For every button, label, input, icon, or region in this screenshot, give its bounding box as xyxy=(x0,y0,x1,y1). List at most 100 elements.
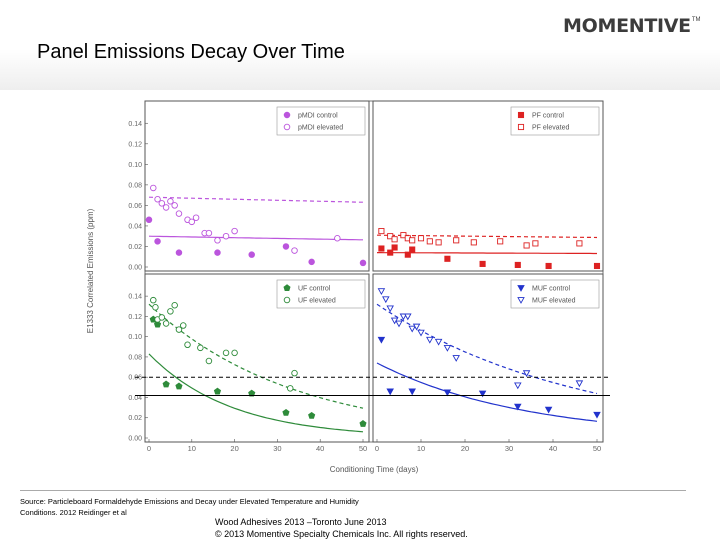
header-band xyxy=(0,0,720,90)
legend-label: MUF control xyxy=(532,286,571,293)
data-point xyxy=(514,261,521,268)
data-point xyxy=(386,305,394,313)
data-point xyxy=(387,233,394,240)
x-tick-label: 40 xyxy=(549,444,557,453)
data-point xyxy=(387,249,394,256)
data-point xyxy=(359,259,367,267)
fit-line-pmdi-control xyxy=(148,235,363,241)
data-point xyxy=(404,313,412,321)
data-point xyxy=(593,411,601,419)
data-point xyxy=(497,238,504,245)
data-point xyxy=(175,210,183,217)
data-point xyxy=(444,255,451,262)
y-tick-label: 0.08 xyxy=(128,182,142,189)
legend-box xyxy=(510,106,600,136)
logo-wordmark: MOMENTIVE xyxy=(563,15,691,37)
data-point xyxy=(158,314,166,321)
logo-trademark: TM xyxy=(691,17,701,23)
data-point xyxy=(426,238,433,245)
y-tick-label: 0.04 xyxy=(128,395,142,402)
data-point xyxy=(175,326,183,333)
data-point xyxy=(434,338,443,346)
data-point xyxy=(453,237,460,244)
y-tick-label: 0.06 xyxy=(128,203,142,210)
data-point xyxy=(576,240,583,247)
fit-line-muf-control xyxy=(376,362,598,422)
legend-label: MUF elevated xyxy=(532,298,576,305)
data-point xyxy=(167,198,174,205)
data-point xyxy=(408,388,416,396)
data-point xyxy=(514,403,522,411)
x-axis-title: Conditioning Time (days) xyxy=(330,465,419,474)
data-point xyxy=(399,313,408,321)
data-point xyxy=(391,236,398,243)
fit-line-uf-elevated xyxy=(148,303,364,409)
data-point xyxy=(544,406,553,414)
legend-marker xyxy=(283,123,291,131)
source-line-1: Source: Particleboard Formaldehyde Emiss… xyxy=(20,497,359,506)
data-point xyxy=(514,382,522,390)
fit-line-uf-control xyxy=(148,353,364,433)
x-tick-label: 20 xyxy=(230,444,238,453)
data-point xyxy=(452,355,460,362)
data-point xyxy=(162,320,170,327)
data-point xyxy=(231,349,238,357)
data-point xyxy=(308,258,315,266)
data-point xyxy=(192,214,200,221)
data-point xyxy=(417,235,425,242)
data-point xyxy=(593,262,601,270)
slide-footer: Wood Adhesives 2013 –Toronto June 2013 ©… xyxy=(215,517,468,540)
data-point xyxy=(291,247,298,254)
y-tick-label: 0.12 xyxy=(128,314,142,321)
legend-label: pMDI elevated xyxy=(298,125,343,132)
momentive-logo: MOMENTIVE TM xyxy=(563,14,701,38)
legend-marker xyxy=(283,284,291,292)
legend-label: PF elevated xyxy=(532,125,569,132)
data-point xyxy=(152,304,159,311)
data-point xyxy=(470,239,477,246)
footer-line-2: © 2013 Momentive Specialty Chemicals Inc… xyxy=(215,528,468,539)
x-tick-label: 40 xyxy=(316,444,324,453)
y-tick-label: 0.14 xyxy=(128,121,142,128)
data-point xyxy=(248,389,256,397)
data-point xyxy=(145,216,153,224)
data-point xyxy=(171,302,178,309)
data-point xyxy=(412,323,421,331)
y-tick-label: 0.10 xyxy=(128,162,142,169)
data-point xyxy=(575,380,584,388)
data-point xyxy=(291,369,298,377)
data-point xyxy=(478,390,487,398)
x-tick-label: 0 xyxy=(147,444,151,453)
data-point xyxy=(184,341,191,349)
y-tick-label: 0.04 xyxy=(128,223,142,230)
source-line-2: Conditions. 2012 Reidinger et al xyxy=(20,508,127,517)
x-tick-label: 30 xyxy=(505,444,513,453)
legend-marker xyxy=(517,285,525,292)
data-point xyxy=(222,349,230,357)
data-point xyxy=(197,344,204,352)
y-tick-label: 0.00 xyxy=(128,265,142,272)
data-point xyxy=(382,296,390,304)
legend-marker xyxy=(517,111,525,119)
data-point xyxy=(377,288,386,295)
legend-marker xyxy=(283,111,291,119)
y-tick-label: 0.08 xyxy=(128,354,142,361)
source-citation: Source: Particleboard Formaldehyde Emiss… xyxy=(20,496,420,518)
data-point xyxy=(179,322,187,329)
x-tick-label: 10 xyxy=(417,444,425,453)
y-tick-label: 0.14 xyxy=(128,294,142,301)
data-point xyxy=(286,385,294,392)
data-point xyxy=(154,195,161,203)
y-axis-title: E1333 Correlated Emissions (ppm) xyxy=(86,208,95,333)
data-point xyxy=(378,228,385,235)
data-point xyxy=(150,296,157,304)
data-point xyxy=(308,411,316,419)
data-point xyxy=(231,227,238,235)
data-point xyxy=(188,218,196,226)
data-point xyxy=(222,232,230,240)
data-point xyxy=(378,245,385,252)
legend-marker xyxy=(283,296,291,304)
legend-label: UF control xyxy=(298,286,331,293)
data-point xyxy=(426,336,434,344)
